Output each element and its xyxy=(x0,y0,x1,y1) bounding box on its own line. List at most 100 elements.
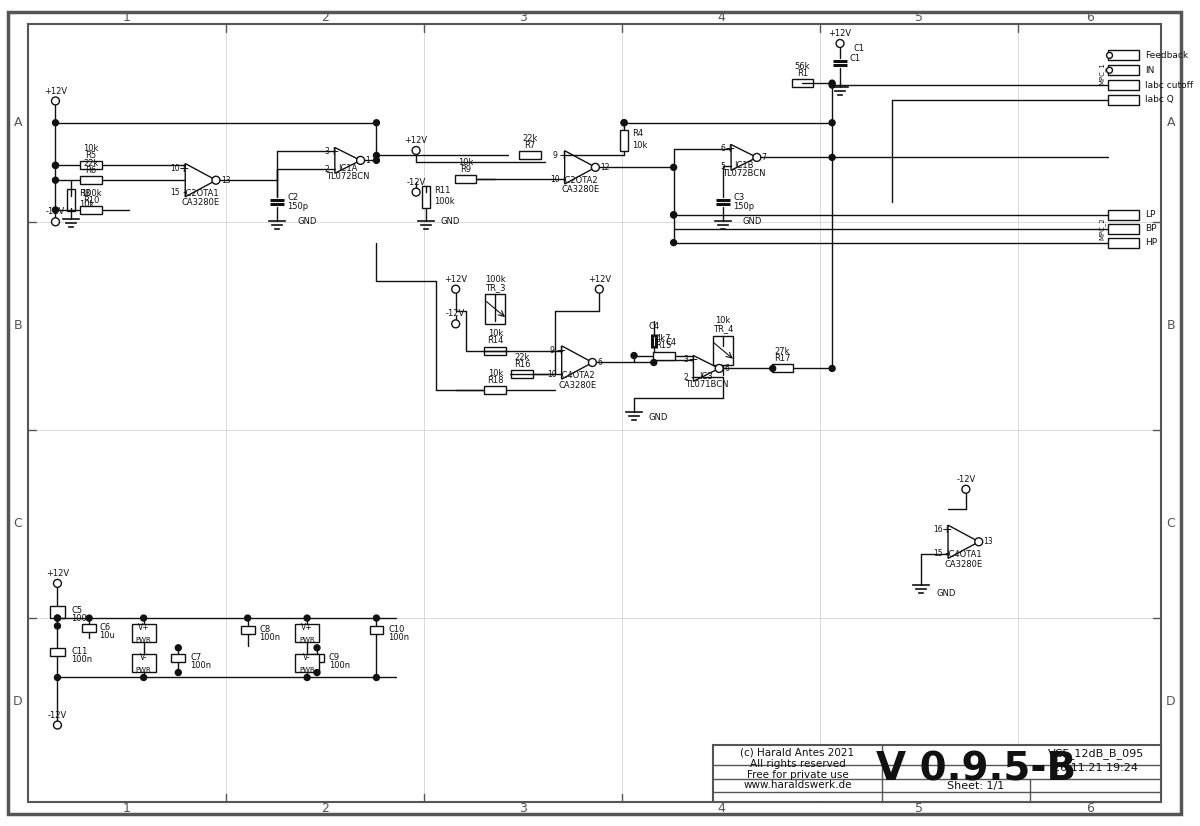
Text: 2: 2 xyxy=(324,165,329,173)
Bar xyxy=(1108,238,1139,248)
Text: 9: 9 xyxy=(552,151,557,160)
Text: VCF_12dB_B_095: VCF_12dB_B_095 xyxy=(1048,748,1144,759)
Circle shape xyxy=(836,40,844,47)
Bar xyxy=(80,206,102,214)
Text: IN: IN xyxy=(1145,66,1154,74)
Text: C9: C9 xyxy=(329,653,340,662)
Text: 9: 9 xyxy=(550,346,554,355)
Text: TR_3: TR_3 xyxy=(485,282,505,292)
Text: C5: C5 xyxy=(71,605,83,615)
Text: 10k: 10k xyxy=(79,201,95,210)
Bar xyxy=(511,370,533,378)
Circle shape xyxy=(631,353,637,358)
Text: TL072BCN: TL072BCN xyxy=(722,169,766,178)
Text: -12V: -12V xyxy=(956,475,976,484)
Circle shape xyxy=(53,178,59,183)
Text: 4: 4 xyxy=(718,12,725,24)
Text: 1: 1 xyxy=(122,12,131,24)
Text: 10k: 10k xyxy=(84,144,98,153)
Text: C: C xyxy=(1166,517,1175,530)
Circle shape xyxy=(451,285,460,293)
Text: C1: C1 xyxy=(854,44,865,53)
Text: 10k: 10k xyxy=(458,158,473,167)
Bar xyxy=(80,161,102,169)
Circle shape xyxy=(752,154,761,161)
Circle shape xyxy=(769,365,775,372)
Text: 15: 15 xyxy=(934,549,943,558)
Text: 10k: 10k xyxy=(632,141,647,150)
Text: PWR: PWR xyxy=(299,667,314,672)
Text: CA3280E: CA3280E xyxy=(181,198,220,207)
Text: PWR: PWR xyxy=(136,667,151,672)
Circle shape xyxy=(1106,67,1112,74)
Text: CA3280E: CA3280E xyxy=(562,185,599,194)
Text: 3: 3 xyxy=(683,355,688,364)
Text: 10k: 10k xyxy=(487,369,503,377)
Text: Free for private use: Free for private use xyxy=(746,770,848,780)
Text: 100n: 100n xyxy=(191,661,211,670)
Bar xyxy=(132,653,156,672)
Text: +: + xyxy=(329,145,340,158)
Circle shape xyxy=(245,615,251,621)
Text: -: - xyxy=(944,547,949,560)
Text: IC4OTA2: IC4OTA2 xyxy=(559,371,595,380)
Text: 2: 2 xyxy=(683,373,688,382)
Bar xyxy=(1108,65,1139,75)
Text: TR_4: TR_4 xyxy=(713,325,733,334)
Circle shape xyxy=(592,164,599,171)
Text: 22k: 22k xyxy=(84,159,98,168)
Circle shape xyxy=(622,120,628,126)
Text: 1: 1 xyxy=(122,802,131,814)
Circle shape xyxy=(373,120,379,126)
Circle shape xyxy=(175,645,181,651)
Text: -12V: -12V xyxy=(46,207,65,216)
Circle shape xyxy=(451,320,460,328)
Circle shape xyxy=(54,623,60,629)
Text: -: - xyxy=(558,368,563,381)
Text: (c) Harald Antes 2021: (c) Harald Antes 2021 xyxy=(740,748,854,757)
Circle shape xyxy=(356,156,365,164)
Circle shape xyxy=(412,188,420,196)
Text: R7: R7 xyxy=(524,141,535,150)
Text: -: - xyxy=(562,173,566,186)
Bar xyxy=(1108,210,1139,220)
Circle shape xyxy=(52,97,60,105)
Text: +12V: +12V xyxy=(404,136,427,145)
Circle shape xyxy=(373,153,379,159)
Bar xyxy=(713,335,733,365)
Circle shape xyxy=(671,164,677,170)
Text: 6: 6 xyxy=(721,144,726,153)
Circle shape xyxy=(314,645,320,651)
Text: 150p: 150p xyxy=(287,202,308,211)
Circle shape xyxy=(373,158,379,164)
Text: C3: C3 xyxy=(733,192,744,202)
Text: R6: R6 xyxy=(85,166,97,175)
Bar xyxy=(83,624,96,632)
Text: 100n: 100n xyxy=(71,614,92,623)
Bar xyxy=(67,189,76,211)
Circle shape xyxy=(212,176,220,184)
Text: +: + xyxy=(179,162,190,175)
Text: V+: V+ xyxy=(301,624,313,633)
Text: 26.11.21 19:24: 26.11.21 19:24 xyxy=(1054,762,1138,772)
Text: GND: GND xyxy=(298,217,317,226)
Text: C7: C7 xyxy=(191,653,202,662)
Circle shape xyxy=(53,207,59,213)
Text: C2: C2 xyxy=(287,192,299,202)
Circle shape xyxy=(622,120,628,126)
Text: A: A xyxy=(1166,116,1175,129)
Circle shape xyxy=(1106,52,1112,59)
Text: V+: V+ xyxy=(138,624,150,633)
Bar xyxy=(455,175,476,183)
Text: HP: HP xyxy=(1145,238,1157,247)
Circle shape xyxy=(412,146,420,154)
Circle shape xyxy=(140,675,146,681)
Circle shape xyxy=(671,212,677,218)
Text: +12V: +12V xyxy=(46,569,70,578)
Text: 7: 7 xyxy=(762,153,767,162)
Text: 13: 13 xyxy=(221,176,230,185)
Text: A: A xyxy=(13,116,22,129)
Text: 5: 5 xyxy=(721,162,726,171)
Bar xyxy=(295,653,319,672)
Text: R17: R17 xyxy=(774,354,791,363)
